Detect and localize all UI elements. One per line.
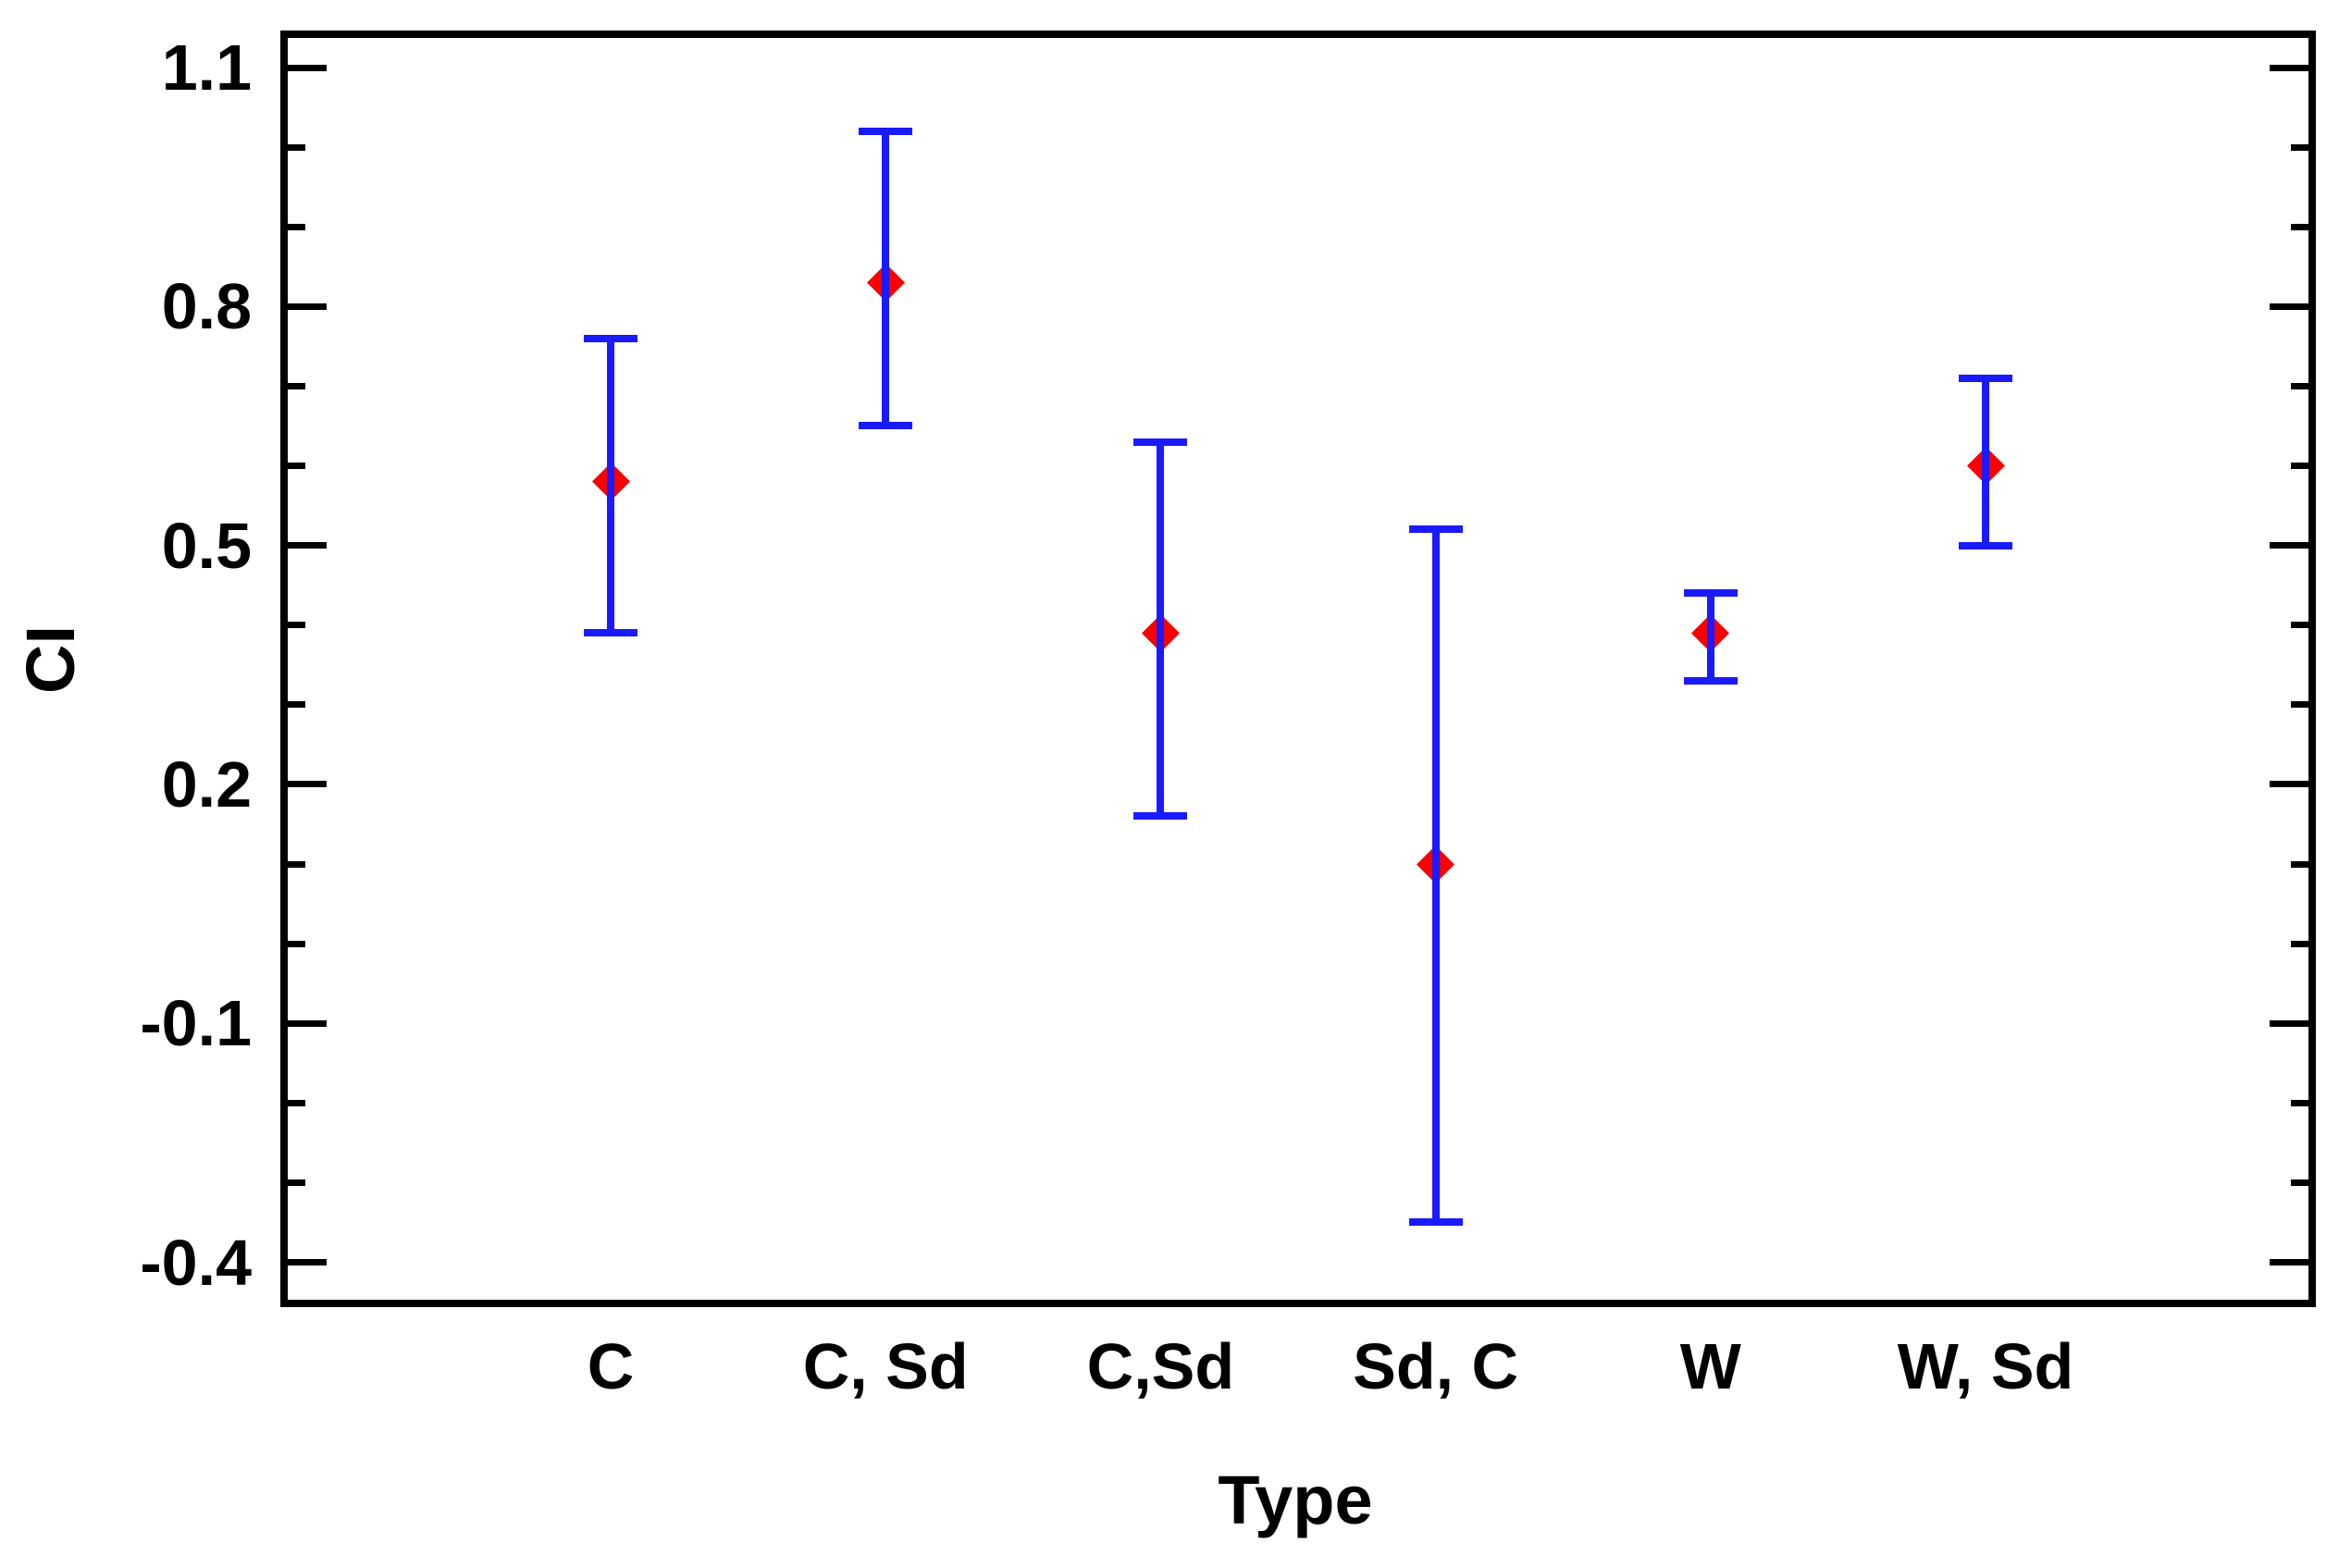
error-bar-line bbox=[1431, 529, 1440, 1223]
y-tick-label: -0.1 bbox=[140, 987, 252, 1060]
y-axis-major-tick-left bbox=[288, 781, 327, 788]
error-bar-line bbox=[607, 338, 614, 634]
error-bar-cap-bottom bbox=[1408, 1218, 1463, 1227]
plot-frame bbox=[280, 31, 2316, 1307]
error-bar-line bbox=[882, 130, 890, 426]
error-bar-cap-top bbox=[584, 334, 637, 342]
y-tick-label: 0.8 bbox=[161, 270, 252, 343]
y-axis-title: CI bbox=[12, 625, 89, 694]
x-category-label: C,Sd bbox=[1086, 1330, 1235, 1402]
y-axis-minor-tick-right bbox=[2291, 382, 2308, 389]
y-axis-minor-tick-right bbox=[2291, 940, 2308, 947]
y-axis-minor-tick-left bbox=[288, 382, 305, 389]
y-axis-minor-tick-right bbox=[2291, 1099, 2308, 1106]
error-bar-cap-bottom bbox=[1683, 676, 1738, 685]
y-axis-minor-tick-left bbox=[288, 940, 305, 947]
error-bar-line bbox=[1982, 377, 1989, 546]
y-tick-label: 0.5 bbox=[161, 509, 252, 582]
x-category-label: C, Sd bbox=[802, 1330, 969, 1402]
y-axis-major-tick-left bbox=[288, 302, 327, 310]
y-axis-minor-tick-left bbox=[288, 1179, 305, 1186]
y-axis-major-tick-left bbox=[288, 1259, 327, 1266]
y-axis-minor-tick-right bbox=[2291, 223, 2308, 230]
y-axis-minor-tick-left bbox=[288, 860, 305, 868]
y-axis-major-tick-right bbox=[2270, 542, 2308, 549]
error-bar-line bbox=[1706, 593, 1714, 681]
error-bar-cap-top bbox=[1959, 374, 2012, 382]
y-axis-minor-tick-right bbox=[2291, 622, 2308, 629]
x-category-label: C bbox=[587, 1330, 635, 1402]
y-axis-minor-tick-left bbox=[288, 1099, 305, 1106]
y-tick-label: 1.1 bbox=[161, 31, 252, 104]
error-bar-cap-bottom bbox=[1959, 541, 2012, 549]
y-axis-major-tick-left bbox=[288, 64, 327, 71]
y-tick-label: 0.2 bbox=[161, 747, 252, 821]
error-bar-cap-bottom bbox=[1133, 812, 1188, 821]
y-axis-minor-tick-right bbox=[2291, 701, 2308, 709]
x-category-label: W bbox=[1679, 1330, 1741, 1402]
error-bar-cap-top bbox=[1133, 438, 1188, 446]
x-category-label: W, Sd bbox=[1897, 1330, 2074, 1402]
error-bar-cap-bottom bbox=[859, 422, 913, 430]
y-axis-major-tick-right bbox=[2270, 64, 2308, 71]
y-tick-label: -0.4 bbox=[140, 1226, 252, 1299]
error-bar-cap-bottom bbox=[584, 629, 637, 637]
error-bar-line bbox=[1157, 441, 1165, 817]
y-axis-major-tick-left bbox=[288, 1019, 327, 1027]
y-axis-major-tick-right bbox=[2270, 1019, 2308, 1027]
x-category-label: Sd, C bbox=[1353, 1330, 1519, 1402]
y-axis-minor-tick-left bbox=[288, 622, 305, 629]
y-axis-major-tick-right bbox=[2270, 1259, 2308, 1266]
x-axis-title: Type bbox=[1218, 1462, 1373, 1538]
y-axis-minor-tick-right bbox=[2291, 860, 2308, 868]
error-bar-cap-top bbox=[1408, 525, 1463, 534]
y-axis-major-tick-left bbox=[288, 542, 327, 549]
y-axis-minor-tick-left bbox=[288, 701, 305, 709]
y-axis-minor-tick-right bbox=[2291, 1179, 2308, 1186]
y-axis-major-tick-right bbox=[2270, 302, 2308, 310]
y-axis-minor-tick-left bbox=[288, 223, 305, 230]
error-bar-cap-top bbox=[859, 127, 913, 135]
y-axis-minor-tick-right bbox=[2291, 463, 2308, 469]
y-axis-major-tick-right bbox=[2270, 781, 2308, 788]
y-axis-minor-tick-left bbox=[288, 463, 305, 469]
y-axis-minor-tick-left bbox=[288, 143, 305, 151]
y-axis-minor-tick-right bbox=[2291, 143, 2308, 151]
error-bar-cap-top bbox=[1683, 589, 1738, 598]
